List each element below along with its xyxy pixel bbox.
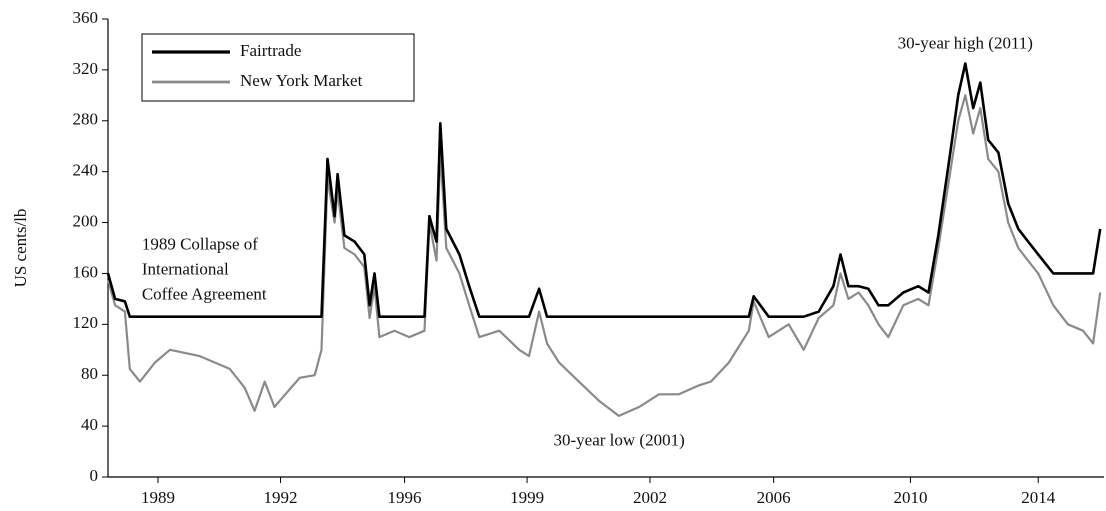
annotation: 30-year high (2011) [898, 33, 1033, 52]
y-tick-label: 280 [73, 110, 99, 129]
annotation: 1989 Collapse of International Coffee Agre… [142, 234, 267, 303]
annotation-line: Coffee Agreement [142, 284, 267, 303]
annotation-line: 30-year low (2001) [554, 430, 685, 449]
annotation-line: International [142, 259, 229, 278]
x-tick-label: 2006 [757, 488, 791, 507]
x-tick-label: 1999 [510, 488, 544, 507]
y-tick-label: 80 [81, 364, 98, 383]
y-tick-label: 360 [73, 8, 99, 27]
y-tick-label: 240 [73, 161, 99, 180]
x-tick-label: 1996 [388, 488, 422, 507]
y-tick-label: 200 [73, 211, 99, 230]
x-tick-label: 1992 [264, 488, 298, 507]
y-tick-label: 120 [73, 313, 99, 332]
y-tick-label: 160 [73, 262, 99, 281]
x-tick-label: 2014 [1021, 488, 1056, 507]
series-line [106, 94, 1102, 417]
series-line [106, 62, 1102, 318]
y-axis-label: US cents/lb [11, 209, 30, 288]
x-tick-label: 2010 [893, 488, 927, 507]
y-tick-label: 0 [90, 466, 99, 485]
legend-label: Fairtrade [240, 41, 301, 60]
x-tick-label: 1989 [141, 488, 175, 507]
y-tick-label: 40 [81, 415, 98, 434]
y-tick-label: 320 [73, 59, 99, 78]
annotation-line: 30-year high (2011) [898, 33, 1033, 52]
legend-label: New York Market [240, 71, 363, 90]
legend-box [141, 33, 415, 102]
annotation-line: 1989 Collapse of [142, 234, 258, 253]
x-tick-label: 2002 [633, 488, 667, 507]
annotation: 30-year low (2001) [554, 430, 685, 449]
